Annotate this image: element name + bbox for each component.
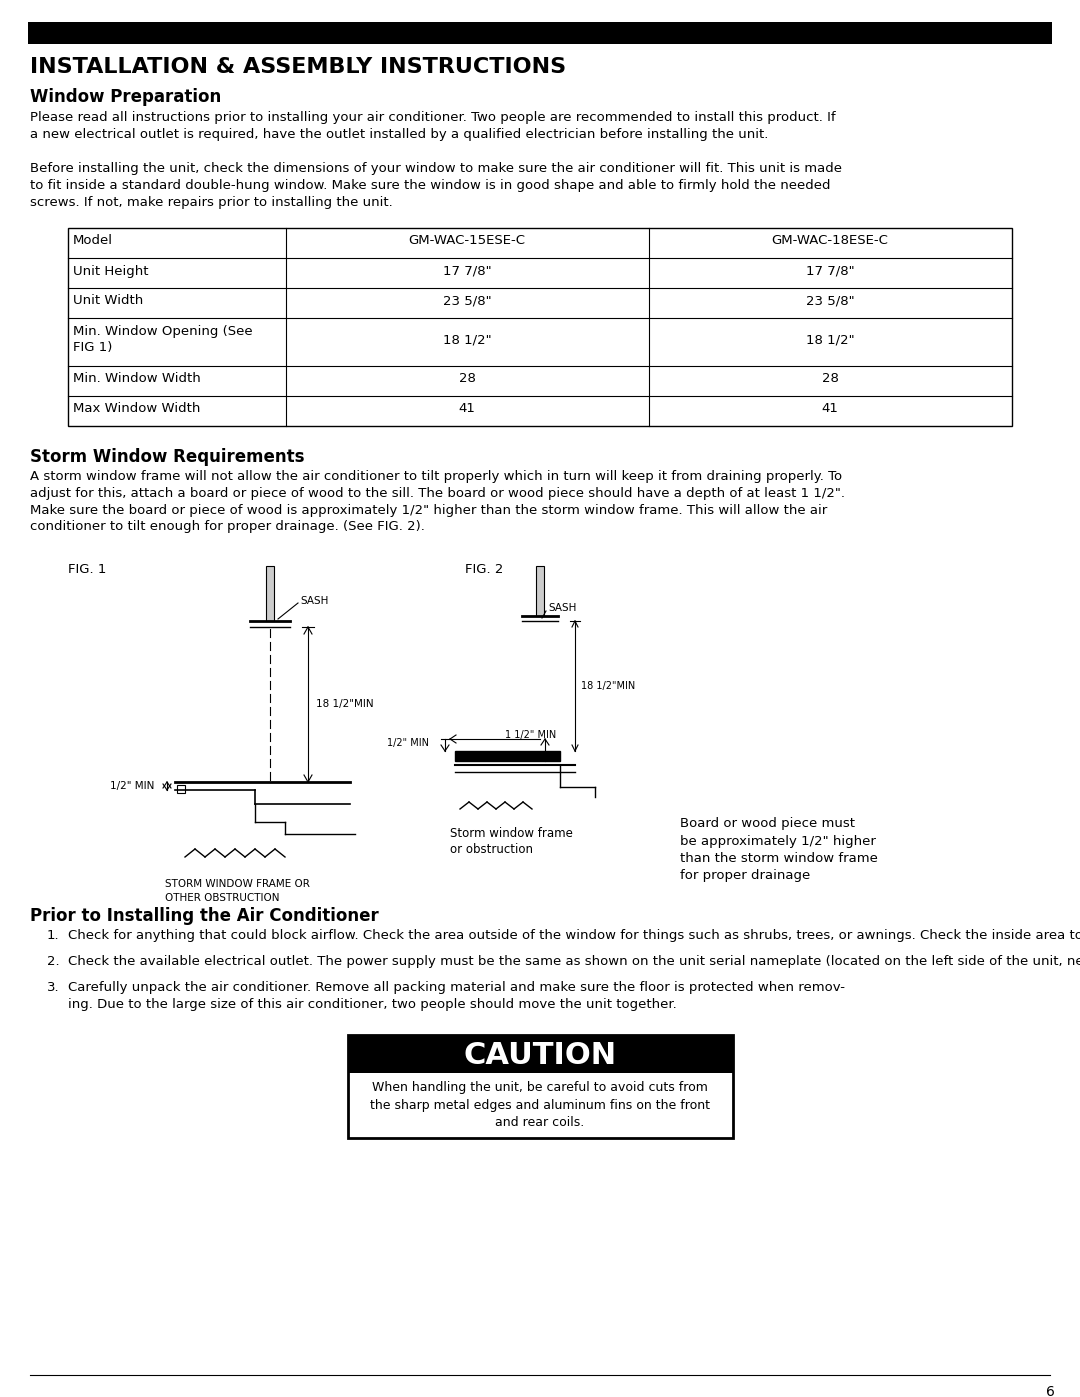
Text: 41: 41 — [459, 402, 475, 415]
Text: 17 7/8": 17 7/8" — [443, 264, 491, 278]
Text: Before installing the unit, check the dimensions of your window to make sure the: Before installing the unit, check the di… — [30, 162, 842, 208]
Text: 6: 6 — [1047, 1384, 1055, 1397]
Text: 2.: 2. — [48, 956, 59, 968]
Text: Unit Height: Unit Height — [73, 264, 149, 278]
Text: Window Preparation: Window Preparation — [30, 88, 221, 106]
Text: Check for anything that could block airflow. Check the area outside of the windo: Check for anything that could block airf… — [68, 929, 1080, 942]
Text: FIG. 1: FIG. 1 — [68, 563, 106, 576]
Text: STORM WINDOW FRAME OR: STORM WINDOW FRAME OR — [165, 879, 310, 888]
Text: 41: 41 — [822, 402, 838, 415]
Text: Board or wood piece must
be approximately 1/2" higher
than the storm window fram: Board or wood piece must be approximatel… — [680, 817, 878, 883]
Text: 18 1/2": 18 1/2" — [443, 334, 491, 346]
Text: 23 5/8": 23 5/8" — [806, 295, 854, 307]
Text: When handling the unit, be careful to avoid cuts from
the sharp metal edges and : When handling the unit, be careful to av… — [370, 1081, 710, 1129]
Text: Max Window Width: Max Window Width — [73, 402, 201, 415]
Text: 1.: 1. — [48, 929, 59, 942]
Text: FIG. 2: FIG. 2 — [465, 563, 503, 576]
Text: Min. Window Width: Min. Window Width — [73, 373, 201, 386]
Text: Storm window frame: Storm window frame — [450, 827, 572, 840]
Text: Prior to Installing the Air Conditioner: Prior to Installing the Air Conditioner — [30, 907, 379, 925]
Text: Min. Window Opening (See
FIG 1): Min. Window Opening (See FIG 1) — [73, 326, 253, 355]
Text: 18 1/2"MIN: 18 1/2"MIN — [316, 698, 374, 710]
Text: 17 7/8": 17 7/8" — [806, 264, 854, 278]
Bar — [28, 22, 1052, 43]
Text: Unit Width: Unit Width — [73, 295, 144, 307]
Text: Please read all instructions prior to installing your air conditioner. Two peopl: Please read all instructions prior to in… — [30, 110, 836, 141]
Text: or obstruction: or obstruction — [450, 842, 534, 856]
Text: INSTALLATION & ASSEMBLY INSTRUCTIONS: INSTALLATION & ASSEMBLY INSTRUCTIONS — [30, 57, 566, 77]
Bar — [266, 566, 274, 622]
Bar — [177, 785, 185, 793]
Text: Model: Model — [73, 235, 113, 247]
Bar — [68, 228, 1012, 426]
Text: GM-WAC-18ESE-C: GM-WAC-18ESE-C — [771, 235, 889, 247]
Text: 3.: 3. — [48, 981, 59, 995]
Text: 1 1/2" MIN: 1 1/2" MIN — [505, 731, 556, 740]
Text: Check the available electrical outlet. The power supply must be the same as show: Check the available electrical outlet. T… — [68, 956, 1080, 968]
Text: 1/2" MIN: 1/2" MIN — [110, 781, 154, 791]
Text: A storm window frame will not allow the air conditioner to tilt properly which i: A storm window frame will not allow the … — [30, 469, 845, 534]
Bar — [348, 1035, 733, 1139]
Text: 28: 28 — [459, 373, 475, 386]
Text: SASH: SASH — [548, 604, 577, 613]
Bar — [536, 566, 544, 616]
Text: 23 5/8": 23 5/8" — [443, 295, 491, 307]
Text: SASH: SASH — [300, 597, 328, 606]
Text: Storm Window Requirements: Storm Window Requirements — [30, 448, 305, 467]
Text: 18 1/2": 18 1/2" — [806, 334, 854, 346]
Text: 1/2" MIN: 1/2" MIN — [387, 738, 429, 747]
Bar — [348, 1035, 733, 1073]
Text: Carefully unpack the air conditioner. Remove all packing material and make sure : Carefully unpack the air conditioner. Re… — [68, 981, 845, 1011]
Text: GM-WAC-15ESE-C: GM-WAC-15ESE-C — [408, 235, 526, 247]
Text: OTHER OBSTRUCTION: OTHER OBSTRUCTION — [165, 893, 280, 902]
Text: CAUTION: CAUTION — [463, 1042, 617, 1070]
Bar — [455, 752, 561, 761]
Text: 28: 28 — [822, 373, 838, 386]
Text: 18 1/2"MIN: 18 1/2"MIN — [581, 680, 635, 692]
